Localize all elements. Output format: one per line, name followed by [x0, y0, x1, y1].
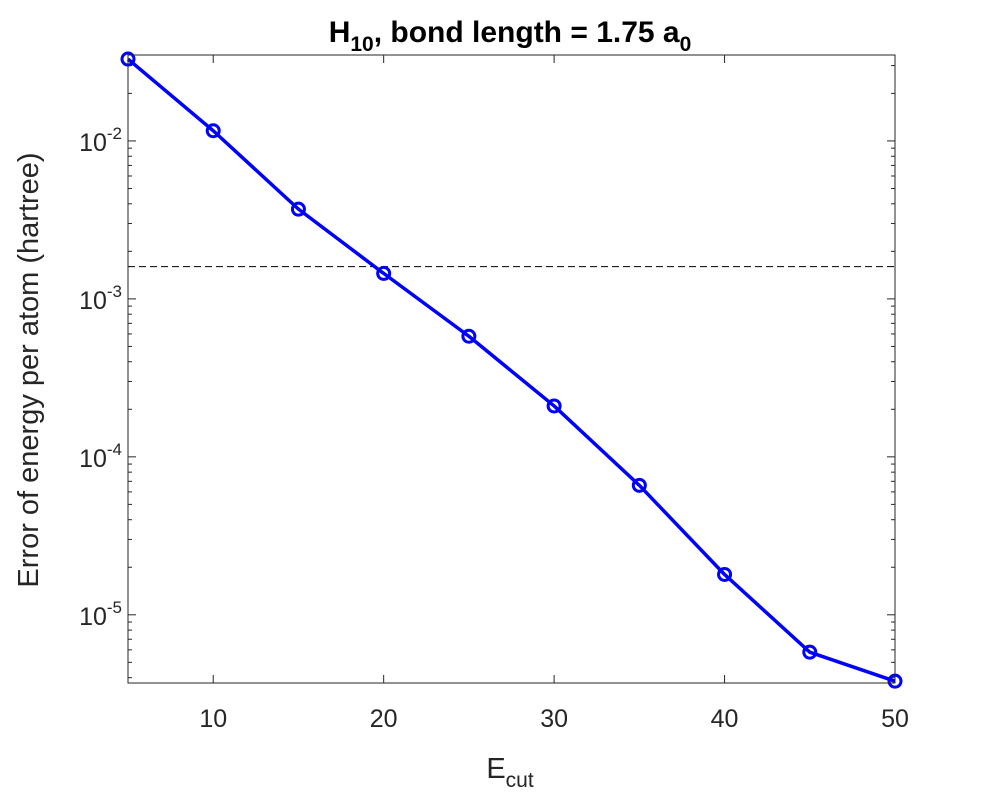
x-tick-label: 30 [540, 705, 568, 733]
data-point [461, 328, 477, 344]
y-tick-label: 10-5 [79, 598, 122, 631]
y-tick-label: 10-2 [79, 124, 122, 157]
y-tick-label: 10-3 [79, 282, 122, 315]
data-point [546, 398, 562, 414]
data-point [290, 201, 306, 217]
tick-label-layer: 10 20 30 40 50 10-5 10-4 10-3 10-2 [79, 124, 909, 733]
x-tick-label: 10 [199, 705, 227, 733]
plot-frame [127, 54, 896, 684]
y-axis-label: Error of energy per atom (hartree) [13, 152, 45, 587]
data-point [205, 123, 221, 139]
x-tick-label: 40 [711, 705, 739, 733]
data-point [802, 644, 818, 660]
data-point [631, 477, 647, 493]
x-tick-label: 50 [881, 705, 909, 733]
series-layer [120, 51, 903, 689]
x-axis-label: Ecut [486, 753, 534, 792]
series-line [126, 57, 896, 683]
x-tick-label: 20 [370, 705, 398, 733]
data-point [376, 265, 392, 281]
y-tick-label: 10-4 [79, 440, 122, 473]
chart-title: H10, bond length = 1.75 a0 [329, 16, 692, 56]
data-point [717, 566, 733, 582]
